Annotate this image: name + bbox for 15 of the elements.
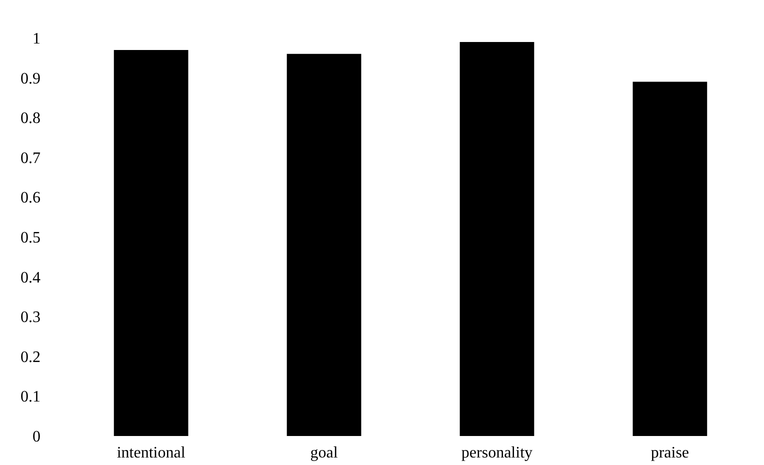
y-tick-label: 0.9: [20, 70, 40, 88]
y-tick-label: 0.2: [20, 348, 40, 366]
y-tick-label: 0.1: [20, 388, 40, 406]
x-tick-label: goal: [310, 444, 338, 462]
y-tick-label: 0: [32, 428, 40, 446]
y-tick-label: 0.5: [20, 230, 40, 246]
y-tick-label: 0.8: [20, 110, 40, 128]
x-tick-label: intentional: [116, 444, 186, 462]
x-tick-label: personality: [461, 444, 533, 462]
y-tick-label: 1: [32, 30, 40, 48]
y-tick-label: 0.6: [20, 190, 40, 207]
y-tick-label: 0.3: [20, 309, 40, 326]
y-tick-label: 0.7: [20, 150, 40, 167]
x-tick-label: praise: [650, 444, 690, 462]
y-tick-label: 0.4: [20, 269, 40, 286]
